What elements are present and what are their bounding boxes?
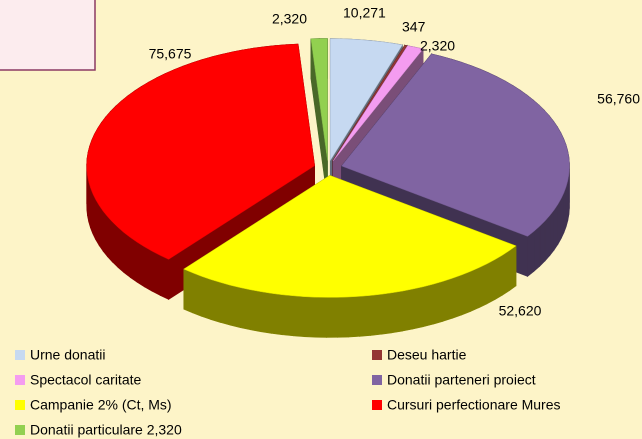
slice [329, 38, 403, 162]
slice-side [112, 221, 119, 269]
slice [341, 53, 570, 237]
slice-side [183, 268, 193, 314]
slice-side [201, 275, 212, 320]
slice [332, 44, 408, 162]
slice-side [557, 197, 562, 246]
data-label: 10,271 [343, 5, 386, 21]
slice-side [239, 287, 251, 331]
slice-side [90, 187, 94, 234]
slice-side [229, 284, 241, 328]
slice-side [486, 259, 496, 305]
slice-side [432, 280, 444, 325]
slice-side [250, 289, 262, 333]
slice-side [527, 230, 535, 278]
data-label: 347 [402, 19, 426, 35]
slice-side [337, 296, 349, 338]
slice-side [563, 186, 567, 233]
slice-side [95, 198, 100, 247]
slice-side [271, 293, 283, 336]
slice-side [470, 267, 480, 312]
data-label: 2,320 [420, 38, 455, 54]
slice-side [282, 294, 294, 337]
slice-side [391, 290, 403, 334]
legend-label: Campanie 2% (Ct, Ms) [30, 397, 172, 413]
legend-swatch [372, 400, 382, 410]
legend-swatch [372, 350, 382, 360]
slice-side [442, 277, 453, 322]
data-label: 56,760 [597, 91, 640, 107]
slice-side [370, 293, 382, 336]
slice-side [260, 291, 272, 334]
slice-side [461, 271, 471, 316]
slice-side [494, 254, 503, 301]
slice [86, 43, 315, 260]
legend-swatch [15, 350, 25, 360]
slice-side [136, 241, 145, 288]
legend-label: Donatii parteneri proiect [387, 372, 536, 388]
slice [310, 38, 328, 161]
slice-side [422, 283, 434, 328]
slice-side [348, 296, 360, 338]
slice-side [107, 215, 113, 263]
slice-side [544, 214, 551, 262]
slice-side [144, 246, 153, 292]
slice-side [539, 220, 546, 267]
slice-side [159, 254, 169, 300]
slice-side [192, 272, 202, 317]
slice-side [478, 263, 488, 309]
slice-side [220, 282, 231, 326]
slice-side [123, 231, 131, 279]
legend-label: Deseu hartie [387, 347, 467, 363]
legend-swatch [372, 375, 382, 385]
slice-side [553, 203, 559, 251]
slice-side [117, 226, 125, 274]
slice-side [98, 204, 104, 253]
data-label: 52,620 [499, 303, 542, 319]
slice-side [129, 236, 138, 283]
slice-side [412, 286, 424, 330]
slice [332, 45, 424, 162]
slice-side [151, 250, 161, 296]
data-label: 75,675 [149, 46, 192, 62]
slice-side [549, 208, 555, 257]
slice-side [502, 250, 510, 296]
slice-side [402, 288, 414, 332]
slice-side [560, 192, 565, 239]
slice-side [451, 274, 462, 319]
slice-side [92, 193, 96, 240]
legend-label: Donatii particulare 2,320 [30, 422, 182, 438]
slice-side [533, 225, 541, 273]
note-box [0, 0, 96, 71]
slice [183, 175, 517, 298]
slice-side [380, 292, 393, 335]
slice-side [359, 295, 371, 337]
slice-side [509, 245, 517, 292]
legend-label: Cursuri perfectionare Mures [387, 397, 561, 413]
slice-side [314, 296, 327, 338]
slice-side [303, 296, 316, 338]
data-label: 2,320 [272, 11, 307, 27]
legend-swatch [15, 425, 25, 435]
slice-side [102, 210, 108, 258]
slice-side [210, 279, 221, 323]
legend-swatch [15, 375, 25, 385]
legend-label: Spectacol caritate [30, 372, 141, 388]
slice-side [292, 295, 305, 337]
legend-label: Urne donatii [30, 347, 106, 363]
legend-swatch [15, 400, 25, 410]
slice-side [325, 297, 338, 338]
